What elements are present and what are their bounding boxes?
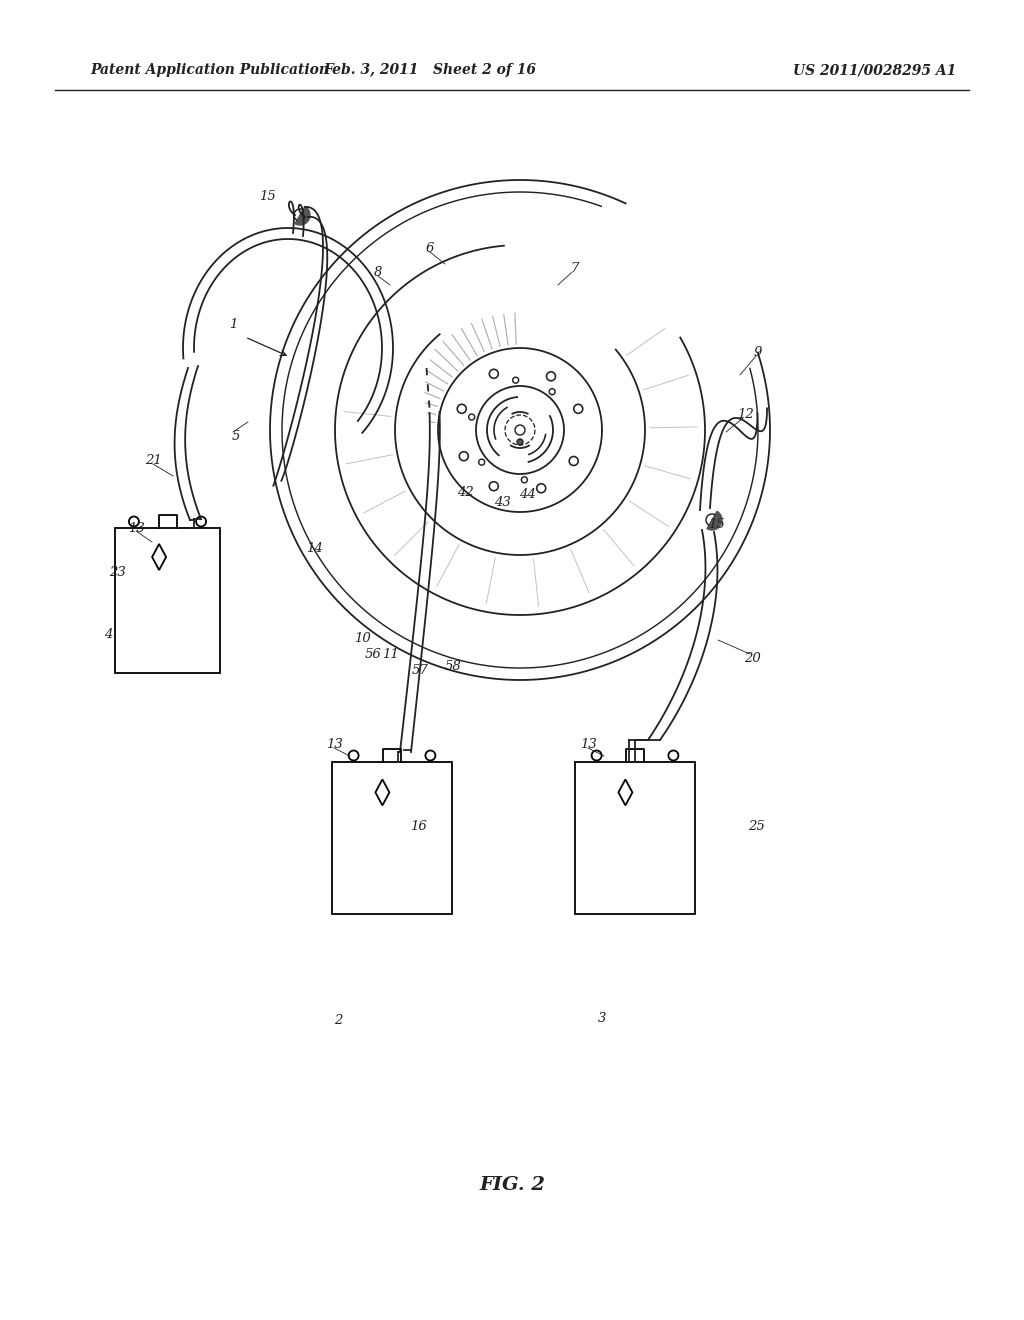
Text: 56: 56 — [365, 648, 381, 661]
Text: 1: 1 — [228, 318, 238, 331]
Text: 6: 6 — [426, 242, 434, 255]
Text: 20: 20 — [743, 652, 761, 664]
Text: 43: 43 — [494, 496, 510, 510]
Bar — [575, 762, 695, 913]
Text: 11: 11 — [382, 648, 398, 660]
Text: 15: 15 — [259, 190, 275, 202]
Bar — [332, 762, 452, 913]
Text: 15: 15 — [708, 519, 724, 532]
Polygon shape — [707, 511, 722, 531]
Text: 3: 3 — [598, 1011, 606, 1024]
Text: 57: 57 — [412, 664, 428, 677]
Polygon shape — [295, 206, 310, 224]
Text: 13: 13 — [580, 738, 596, 751]
Text: Feb. 3, 2011   Sheet 2 of 16: Feb. 3, 2011 Sheet 2 of 16 — [324, 63, 537, 77]
Text: 14: 14 — [305, 541, 323, 554]
Text: 13: 13 — [128, 521, 144, 535]
Bar — [115, 528, 220, 673]
Text: 44: 44 — [518, 487, 536, 500]
Text: 23: 23 — [109, 565, 125, 578]
Text: Patent Application Publication: Patent Application Publication — [90, 63, 329, 77]
Circle shape — [517, 440, 523, 445]
Text: FIG. 2: FIG. 2 — [479, 1176, 545, 1195]
Text: 25: 25 — [748, 820, 764, 833]
Text: 4: 4 — [103, 628, 113, 642]
Text: US 2011/0028295 A1: US 2011/0028295 A1 — [794, 63, 956, 77]
Text: 2: 2 — [334, 1014, 342, 1027]
Text: 5: 5 — [231, 430, 241, 444]
Text: 7: 7 — [570, 261, 580, 275]
Text: 16: 16 — [410, 820, 426, 833]
Text: 58: 58 — [444, 660, 462, 672]
Text: 21: 21 — [144, 454, 162, 466]
Text: 10: 10 — [353, 631, 371, 644]
Text: 13: 13 — [326, 738, 342, 751]
Text: 12: 12 — [736, 408, 754, 421]
Text: 9: 9 — [754, 346, 762, 359]
Text: 42: 42 — [457, 487, 473, 499]
Text: 8: 8 — [374, 265, 382, 279]
